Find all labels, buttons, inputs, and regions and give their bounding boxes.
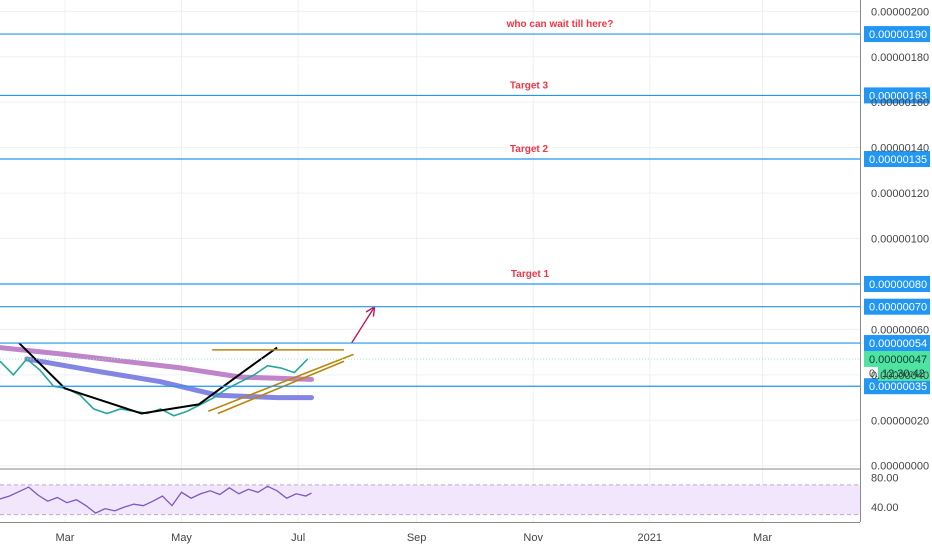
level-label-box	[864, 151, 930, 168]
current-price-box	[864, 350, 930, 367]
x-tick-label: Sep	[407, 532, 427, 544]
countdown-box	[878, 365, 930, 381]
rsi-band	[0, 484, 860, 515]
y-tick-label: 0.00000020	[871, 415, 929, 427]
level-label-box	[864, 378, 930, 395]
level-label: 0.00000163	[869, 90, 927, 102]
level-label-box	[864, 26, 930, 43]
x-tick-label: Jul	[291, 532, 305, 544]
level-label: 0.00000054	[869, 338, 927, 350]
cup-curve	[18, 342, 278, 415]
price-pane	[0, 345, 315, 417]
price-axis[interactable]: 0.00000000 0.00000020 0.00000040 0.00000060…	[871, 6, 929, 514]
rsi-tick-label: 80.00	[871, 472, 899, 484]
rsi-line	[0, 485, 312, 514]
countdown-label: 12:30:42	[882, 368, 925, 380]
level-label: 0.00000135	[869, 154, 927, 166]
y-tick-label: 0.00000100	[871, 234, 929, 246]
y-tick-label: 0.00000180	[871, 52, 929, 64]
moving-average-line	[0, 345, 315, 382]
y-tick-label: 0.00000060	[871, 324, 929, 336]
arrow-head	[365, 306, 375, 313]
level-annotation: Target 2	[510, 144, 549, 155]
drawing-layer	[18, 306, 376, 415]
x-tick-label: 2021	[638, 532, 662, 544]
level-label: 0.00000035	[869, 381, 927, 393]
arrow-head	[372, 306, 376, 317]
x-tick-label: Nov	[523, 532, 543, 544]
price-line	[0, 357, 309, 417]
y-tick-label: 0.00000200	[871, 6, 929, 18]
moving-average-line	[24, 356, 315, 401]
level-label: 0.00000080	[869, 279, 927, 291]
y-tick-label: 0.00000120	[871, 188, 929, 200]
level-annotation: who can wait till here?	[506, 19, 614, 30]
y-tick-label: 0.00000160	[871, 97, 929, 109]
horizontal-levels: 0.00000190 who can wait till here? 0.00000…	[0, 19, 930, 395]
chart-grid	[0, 0, 861, 523]
level-label-box	[864, 87, 930, 104]
arrow-shaft	[351, 306, 376, 344]
rsi-tick-label: 40.00	[871, 502, 899, 514]
current-price-label: 0.00000047	[869, 354, 927, 366]
level-label-box	[864, 275, 930, 292]
x-tick-label: May	[171, 532, 192, 544]
y-tick-label: 0.00000000	[871, 461, 929, 473]
level-annotation: Target 3	[510, 80, 549, 91]
time-axis[interactable]: Mar May Jul Sep Nov 2021 Mar	[56, 532, 773, 544]
support-line	[208, 353, 354, 412]
level-annotation: Target 1	[511, 269, 550, 280]
rsi-pane	[0, 484, 860, 516]
truncated-price-label: 0.	[869, 368, 878, 380]
level-label: 0.00000070	[869, 302, 927, 314]
x-tick-label: Mar	[56, 532, 75, 544]
level-label-box	[864, 298, 930, 315]
x-tick-label: Mar	[753, 532, 772, 544]
y-tick-label: 0.00000140	[871, 143, 929, 155]
support-line	[217, 360, 345, 415]
y-tick-label: 0.00000040	[871, 370, 929, 382]
level-label-box	[864, 335, 930, 352]
level-label: 0.00000190	[869, 29, 927, 41]
